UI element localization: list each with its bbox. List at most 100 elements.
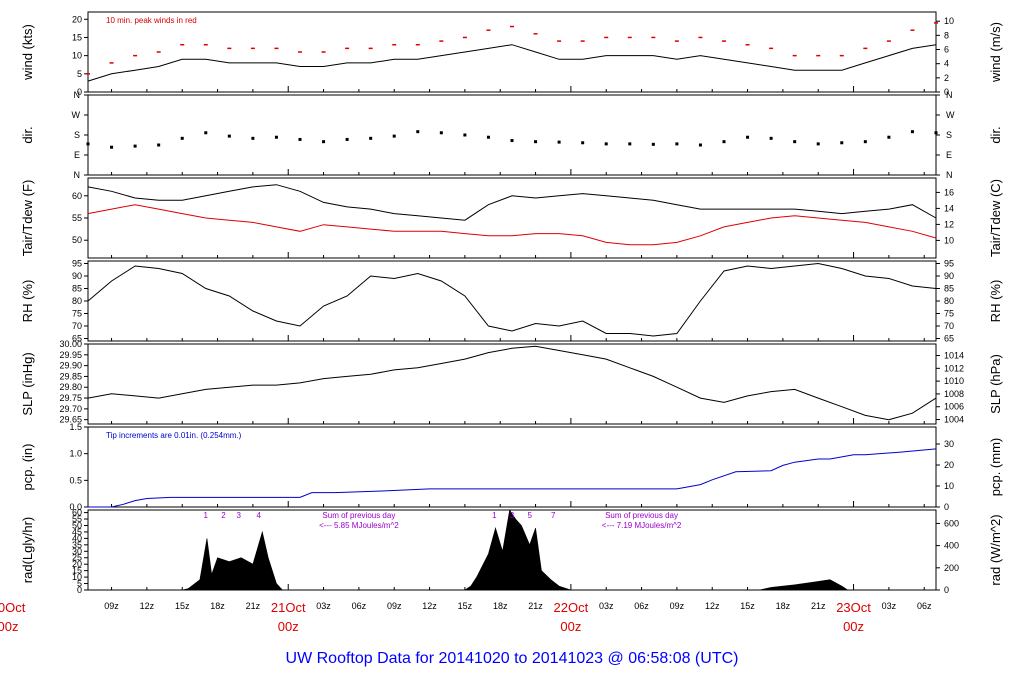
dir-right-tick-label: E [946, 150, 952, 160]
dir-point [180, 136, 184, 140]
rad-left-label: rad(Lgly/hr) [20, 517, 35, 583]
temp-right-tick-label: 16 [944, 187, 954, 197]
rh-right-label: RH (%) [988, 280, 1003, 323]
time-tick-label: 06z [634, 601, 649, 611]
time-tick-label: 09z [670, 601, 685, 611]
date-hour-label: 00z [560, 619, 581, 634]
temp-frame [87, 177, 937, 259]
dir-left-label: dir. [20, 126, 35, 143]
rad-right-tick-label: 0 [944, 585, 949, 595]
dir-point [322, 140, 326, 144]
wind-right-tick-label: 4 [944, 59, 949, 69]
time-tick-label: 03z [316, 601, 331, 611]
temp-series-line [87, 204, 937, 246]
dir-point [369, 136, 373, 140]
rad-left-tick-label: 35 [72, 540, 82, 550]
dir-point [416, 130, 420, 134]
dir-point [746, 135, 750, 139]
dir-point [133, 144, 137, 148]
time-tick-label: 18z [776, 601, 791, 611]
pcp-left-tick-label: 1.0 [69, 449, 82, 459]
dir-point [110, 145, 114, 149]
dir-point [816, 142, 820, 146]
slp-frame [87, 343, 937, 425]
rad-right-label: rad (W/m^2) [988, 514, 1003, 585]
pcp-series-line [88, 448, 937, 508]
rad-area-series [88, 509, 936, 591]
temp-right-label: Tair/Tdew (C) [988, 179, 1003, 257]
rad-hour-label: 3 [237, 511, 242, 520]
dir-point [345, 137, 349, 141]
slp-right-tick-label: 1014 [944, 351, 964, 361]
dir-point [534, 140, 538, 144]
dir-point [887, 135, 891, 139]
time-tick-label: 03z [599, 601, 614, 611]
wind-series-line [87, 44, 937, 82]
dir-left-tick-label: N [74, 170, 81, 180]
rh-left-tick-label: 65 [72, 334, 82, 344]
rad-left-tick-label: 55 [72, 514, 82, 524]
slp-left-tick-label: 29.95 [59, 350, 82, 360]
time-tick-label: 21z [246, 601, 261, 611]
rad-hour-label: 4 [257, 511, 262, 520]
dir-frame [87, 94, 937, 176]
rad-left-tick-label: 20 [72, 559, 82, 569]
rh-right-tick-label: 70 [944, 321, 954, 331]
dir-point [769, 136, 773, 140]
slp-right-tick-label: 1010 [944, 376, 964, 386]
time-tick-label: 15z [175, 601, 190, 611]
dir-point [722, 140, 726, 144]
temp-right-tick-label: 10 [944, 235, 954, 245]
wind-right-tick-label: 2 [944, 73, 949, 83]
temp-right-tick-label: 12 [944, 219, 954, 229]
dir-point [86, 142, 90, 146]
rh-right-tick-label: 75 [944, 309, 954, 319]
date-label: 20Oct [0, 600, 26, 615]
pcp-right-tick-label: 30 [944, 439, 954, 449]
date-label: 21Oct [271, 600, 306, 615]
dir-point [204, 131, 208, 135]
slp-left-tick-label: 29.65 [59, 415, 82, 425]
date-hour-label: 00z [0, 619, 18, 634]
slp-left-label: SLP (inHg) [20, 352, 35, 415]
dir-right-tick-label: N [946, 170, 953, 180]
dir-point [698, 143, 702, 147]
dir-right-tick-label: N [946, 90, 953, 100]
rh-left-tick-label: 70 [72, 321, 82, 331]
rh-series-line [87, 262, 937, 337]
wind-frame [87, 11, 937, 93]
dir-point [581, 141, 585, 145]
pcp-right-tick-label: 20 [944, 460, 954, 470]
slp-left-tick-label: 29.85 [59, 371, 82, 381]
time-tick-label: 06z [917, 601, 932, 611]
rad-left-tick-label: 60 [72, 508, 82, 518]
dir-left-tick-label: N [74, 90, 81, 100]
time-tick-label: 21z [811, 601, 826, 611]
rad-left-tick-label: 50 [72, 520, 82, 530]
dir-left-tick-label: E [74, 150, 80, 160]
pcp-left-tick-label: 0.5 [69, 475, 82, 485]
time-tick-label: 12z [422, 601, 437, 611]
rad-left-tick-label: 30 [72, 546, 82, 556]
slp-right-tick-label: 1008 [944, 389, 964, 399]
dir-right-tick-label: W [946, 110, 955, 120]
wind-annotation: 10 min. peak winds in red [106, 16, 197, 25]
dir-point [604, 142, 608, 146]
pcp-right-tick-label: 0 [944, 502, 949, 512]
dir-left-tick-label: S [74, 130, 80, 140]
time-tick-label: 12z [705, 601, 720, 611]
wind-right-tick-label: 6 [944, 45, 949, 55]
temp-left-tick-label: 60 [72, 191, 82, 201]
dir-right-tick-label: S [946, 130, 952, 140]
rh-right-tick-label: 90 [944, 271, 954, 281]
rh-left-label: RH (%) [20, 280, 35, 323]
time-tick-label: 15z [458, 601, 473, 611]
date-hour-label: 00z [278, 619, 299, 634]
page-title: UW Rooftop Data for 20141020 to 20141023… [285, 650, 739, 667]
rh-left-tick-label: 85 [72, 284, 82, 294]
rad-note-line2: <--- 7.19 MJoules/m^2 [602, 521, 682, 530]
rad-left-tick-label: 25 [72, 553, 82, 563]
pcp-right-tick-label: 10 [944, 481, 954, 491]
rh-right-tick-label: 65 [944, 334, 954, 344]
